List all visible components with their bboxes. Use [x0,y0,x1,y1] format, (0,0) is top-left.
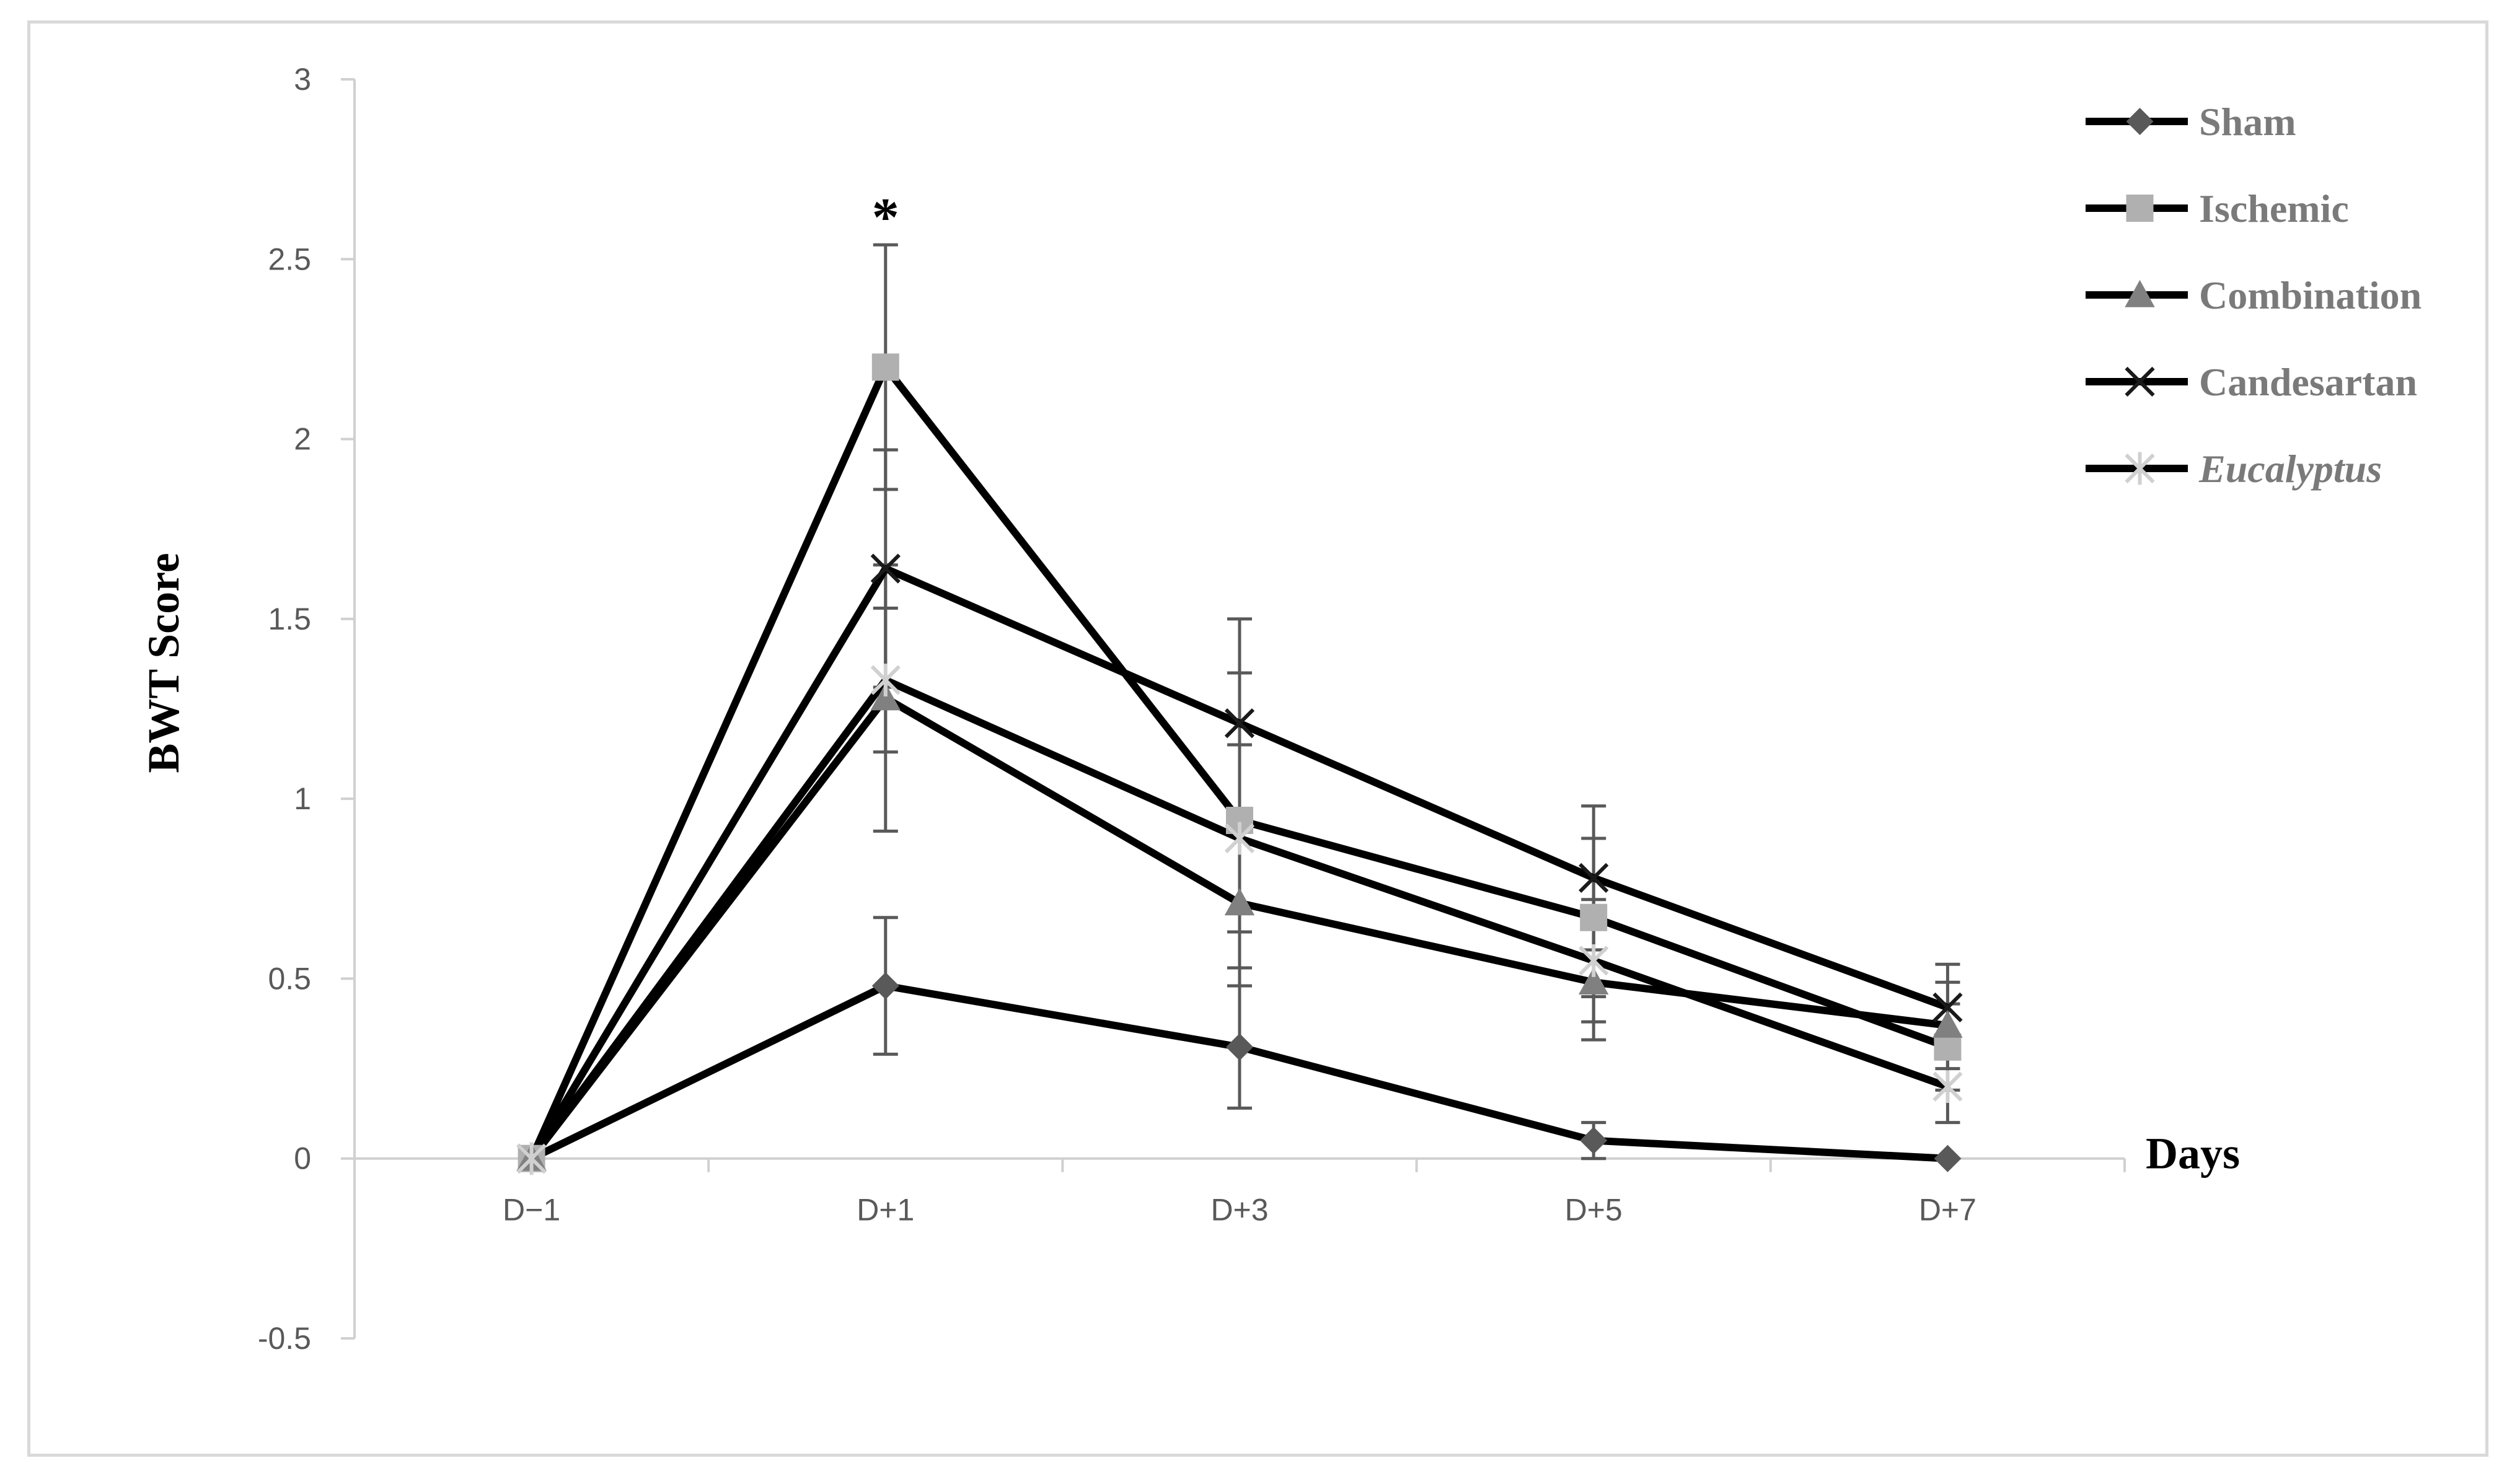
legend-marker [2126,108,2154,135]
legend-item-ischemic: Ischemic [2086,187,2349,231]
y-tick-label: 3 [294,62,311,97]
candesartan-data-point [1579,863,1609,893]
sham-data-point [871,972,899,1000]
legend-label: Combination [2199,273,2422,317]
significance-annotation: * [872,188,899,248]
y-tick-label: 0 [294,1141,311,1176]
sham-data-point [1226,1033,1253,1061]
x-tick-label: D+5 [1565,1193,1623,1227]
eucalyptus-data-point [1932,1070,1963,1103]
y-axis-title: BWT Score [139,553,188,773]
legend-label: Candesartan [2199,360,2417,404]
sham-data-point [1934,1144,1962,1172]
error-bars [873,243,1960,1161]
eucalyptus-data-point [516,1142,547,1175]
series-markers [516,353,1963,1175]
y-tick-label: 1.5 [268,602,311,636]
x-tick-label: D+1 [857,1193,914,1227]
x-axis-title: Days [2146,1129,2240,1179]
legend-marker [2125,279,2155,307]
combination-data-point [1932,1010,1963,1038]
y-tick-label: 2.5 [268,242,311,276]
legend-label: Ischemic [2199,187,2349,231]
candesartan-data-point [870,553,901,584]
x-tick-label: D−1 [503,1193,560,1227]
x-tick-label: D+3 [1210,1193,1268,1227]
y-tick-label: 0.5 [268,961,311,996]
y-tick-label: -0.5 [258,1321,311,1356]
chart-legend: Sham Ischemic Combination Candesartan Eucaly… [2086,100,2422,491]
ischemic-data-point [871,353,899,381]
combination-data-point [870,683,901,711]
chart-axes: -0.5 0 0.5 1 1.5 2 2.5 3 D−1 D+1 D+3 D+5 D+7 [258,62,2126,1356]
eucalyptus-data-point [870,664,901,696]
sham-data-point [1580,1126,1608,1154]
x-tick-label: D+7 [1919,1193,1977,1227]
combination-data-point [1579,967,1609,995]
combination-data-point [1224,888,1255,916]
legend-item-eucalyptus: Eucalyptus [2086,447,2382,491]
y-tick-label: 1 [294,781,311,816]
ischemic-data-point [1934,1033,1962,1061]
legend-item-sham: Sham [2086,100,2296,144]
ischemic-data-point [1580,903,1608,931]
eucalyptus-data-point [1579,944,1609,977]
legend-label: Sham [2199,100,2296,144]
legend-item-combination: Combination [2086,273,2422,317]
chart-labels: BWT Score Days * [139,188,2240,1179]
candesartan-data-point [1932,992,1963,1022]
legend-item-candesartan: Candesartan [2086,360,2417,404]
y-tick-label: 2 [294,422,311,457]
chart-frame [27,20,2488,1457]
eucalyptus-data-point [1224,822,1255,855]
legend-marker [2125,452,2155,485]
candesartan-data-point [1224,708,1255,739]
legend-marker [2126,195,2154,222]
legend-marker [2125,366,2155,397]
legend-label: Eucalyptus [2198,447,2382,491]
